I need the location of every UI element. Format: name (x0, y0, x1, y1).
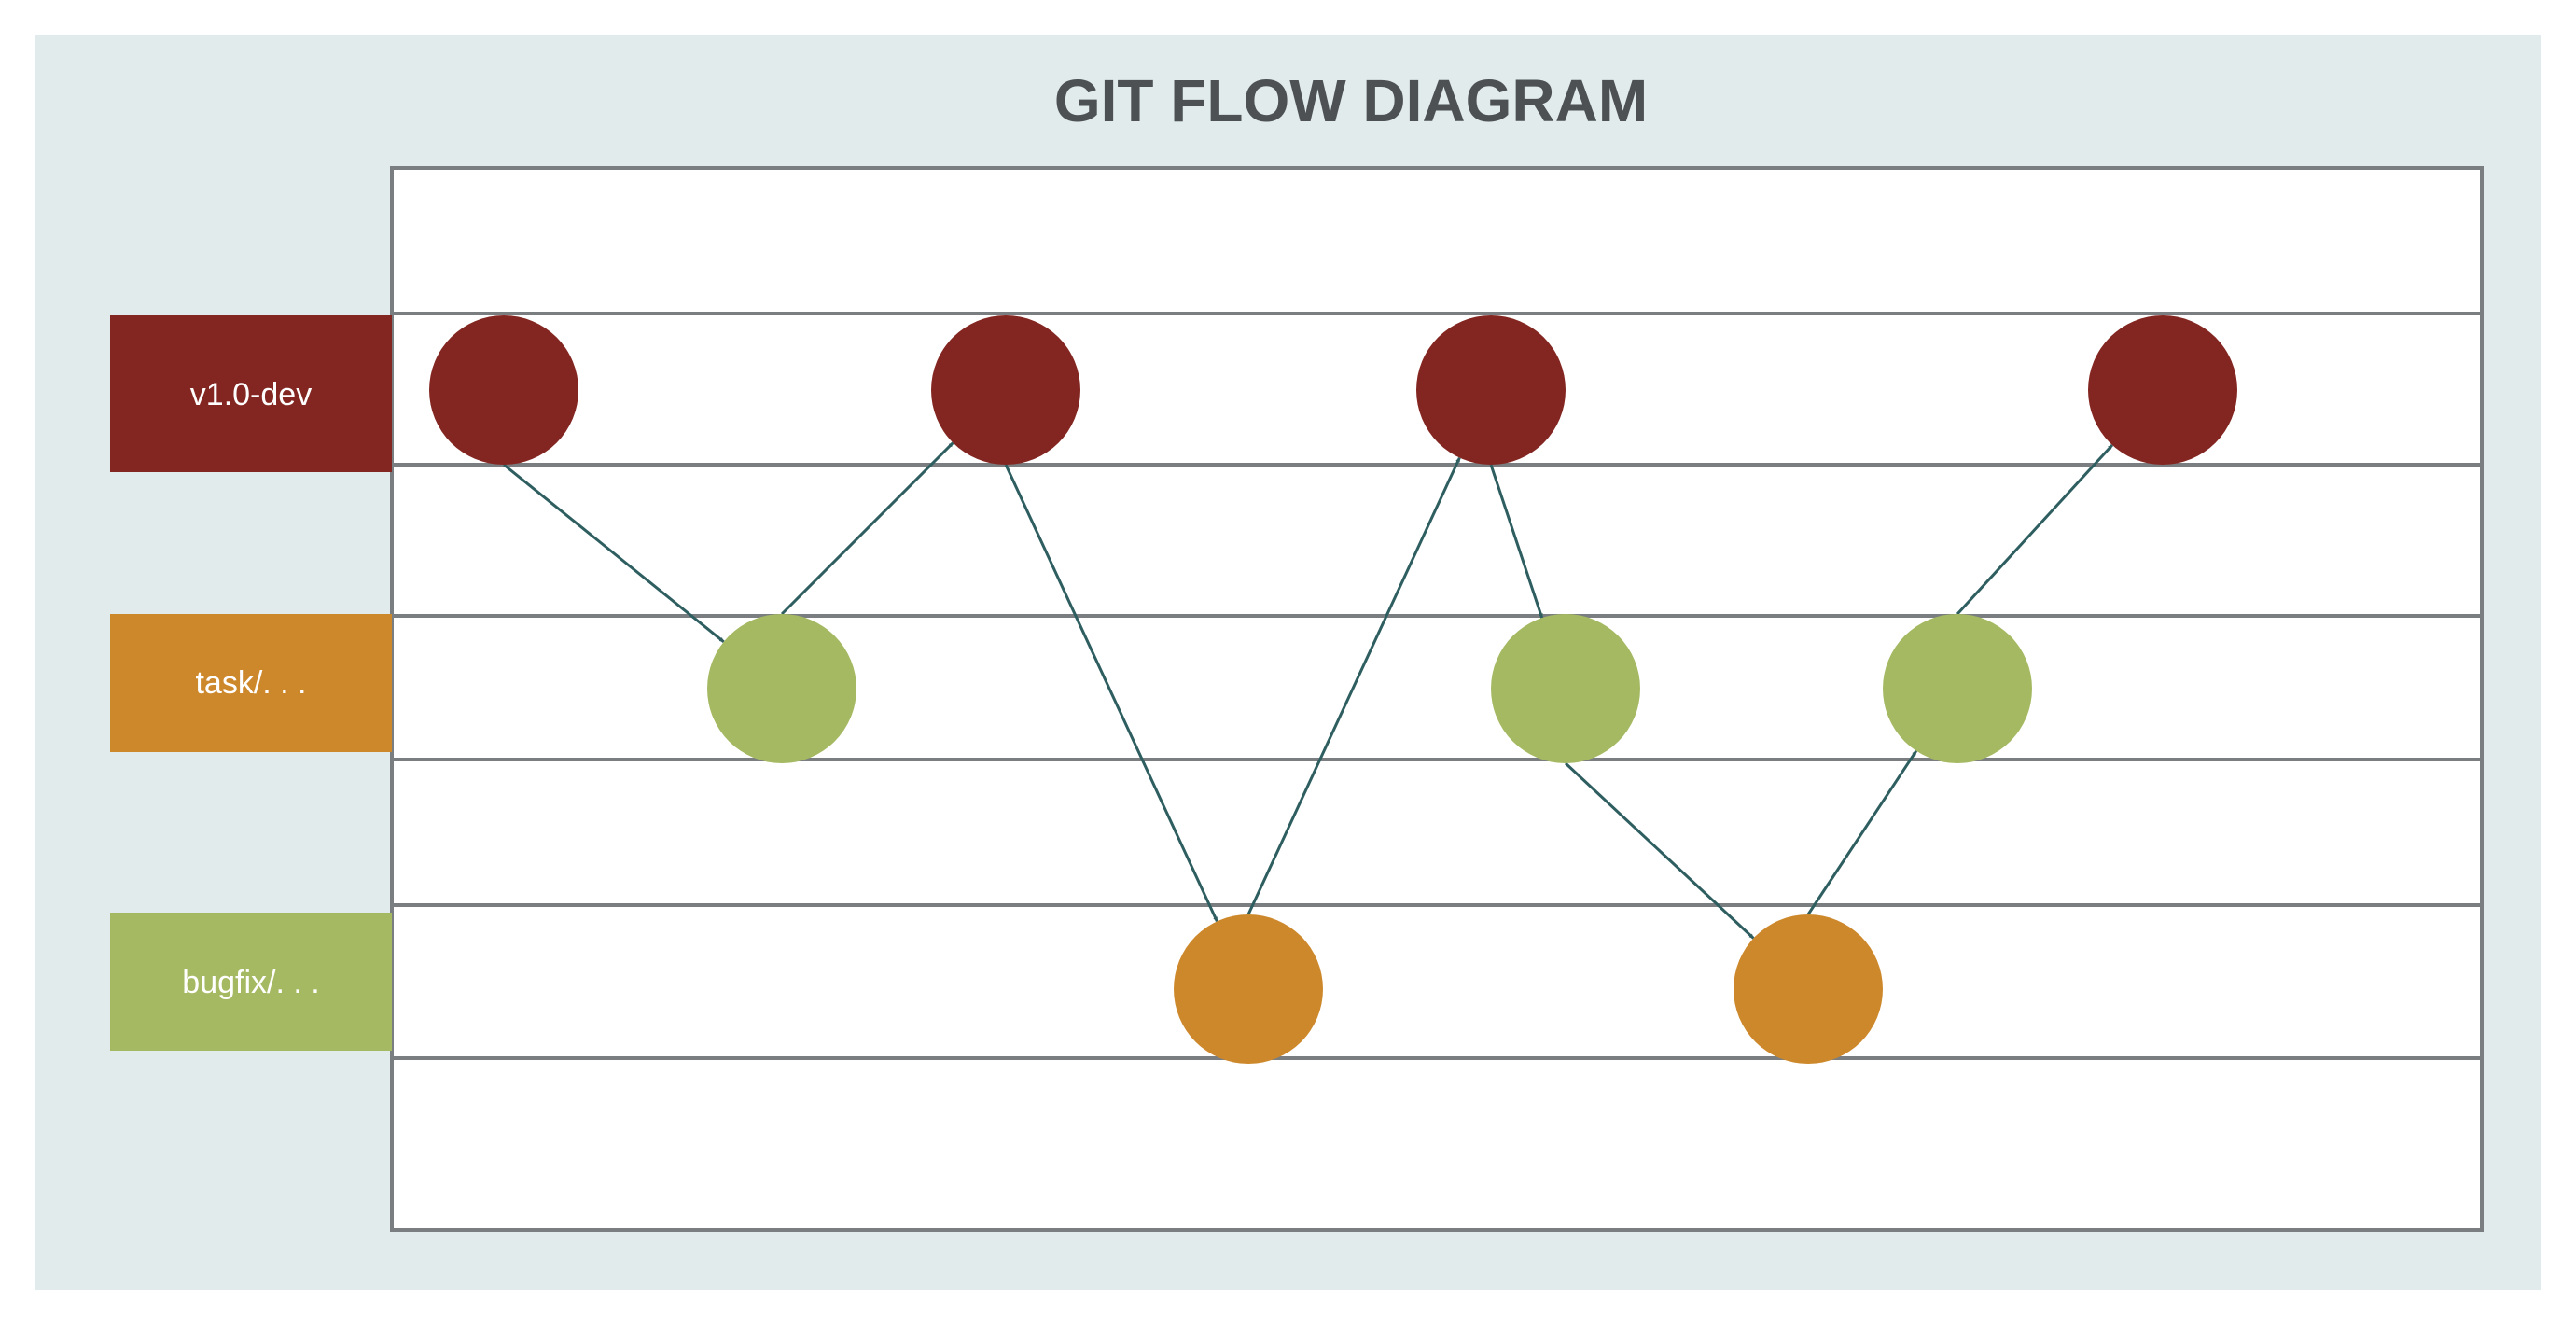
commit-node-task-t1 (707, 614, 856, 763)
edge-d1-t1 (503, 463, 725, 643)
commit-nodes (429, 315, 2237, 1064)
edge-t3-d4 (1956, 443, 2114, 616)
edge-d2-b1 (1004, 464, 1218, 923)
lane-label-text-task: task/. . . (195, 665, 306, 701)
commit-node-dev-d4 (2088, 315, 2237, 465)
lane-label-task: task/. . . (110, 614, 392, 752)
commit-node-task-t2 (1491, 614, 1640, 763)
edge-b1-d3 (1246, 456, 1461, 915)
edge-t2-b2 (1564, 761, 1755, 940)
edge-b2-t3 (1806, 749, 1918, 915)
lane-label-bugfix: bugfix/. . . (110, 913, 392, 1051)
commit-node-task-t3 (1883, 614, 2032, 763)
lane-label-dev: v1.0-dev (110, 315, 392, 472)
commit-node-bugfix-b1 (1174, 914, 1323, 1064)
edge-t1-d2 (780, 441, 954, 616)
commit-node-dev-d2 (931, 315, 1080, 465)
grid-lines (392, 312, 2482, 1060)
lane-label-box-bugfix (110, 913, 392, 1051)
commit-node-bugfix-b2 (1734, 914, 1883, 1064)
lane-label-box-dev (110, 315, 392, 472)
commit-node-dev-d1 (429, 315, 578, 465)
lane-label-text-bugfix: bugfix/. . . (182, 965, 319, 1000)
diagram-title: GIT FLOW DIAGRAM (1054, 67, 1648, 134)
commit-node-dev-d3 (1416, 315, 1566, 465)
edge-d3-t2 (1489, 464, 1544, 619)
edges (503, 441, 2114, 940)
lane-label-box-task (110, 614, 392, 752)
lane-label-text-dev: v1.0-dev (190, 377, 312, 412)
